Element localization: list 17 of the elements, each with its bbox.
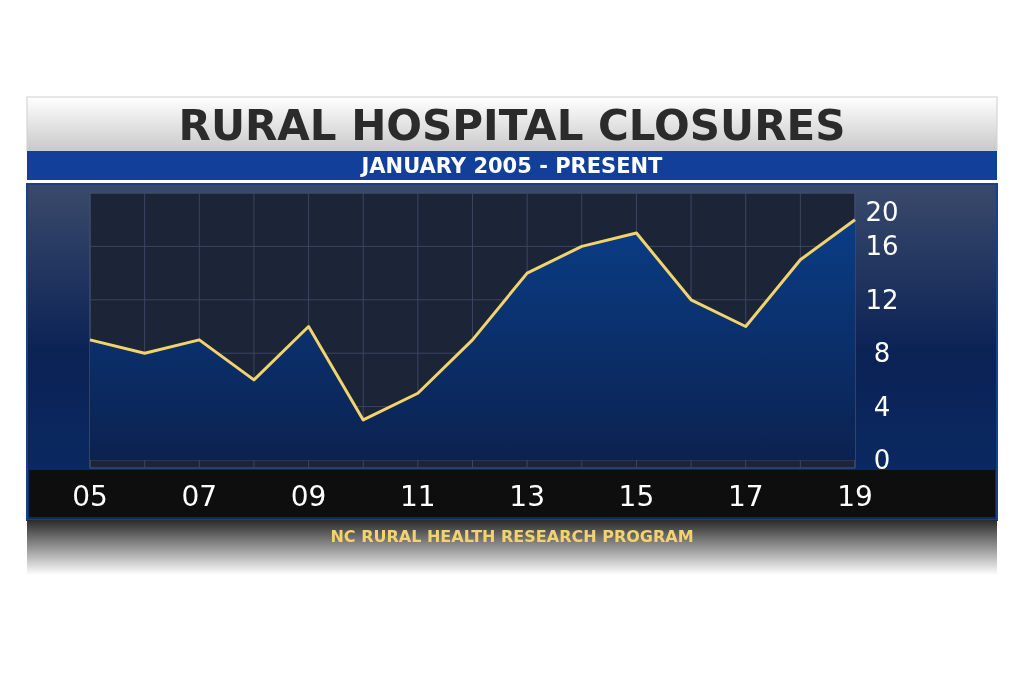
y-tick-label: 16 (865, 231, 899, 262)
y-tick-label: 20 (865, 197, 899, 227)
x-tick-label: 07 (181, 480, 218, 513)
text: NC RURAL HEALTH RESEARCH PROGRAM (330, 527, 694, 546)
x-tick-label: 09 (290, 480, 327, 513)
y-tick-label: 12 (865, 284, 899, 315)
x-tick-label: 05 (72, 480, 108, 513)
y-tick-label: 0 (873, 445, 891, 475)
x-tick-label: 19 (837, 480, 873, 513)
x-tick-label: 11 (400, 480, 436, 513)
x-tick-label: 13 (509, 480, 545, 513)
chart-title: RURAL HOSPITAL CLOSURES (178, 101, 846, 150)
chart-subtitle: JANUARY 2005 - PRESENT (359, 154, 664, 178)
x-tick-label: 15 (618, 480, 655, 513)
y-tick-label: 8 (873, 338, 891, 369)
x-tick-label: 17 (727, 480, 764, 513)
y-tick-label: 4 (873, 391, 891, 422)
